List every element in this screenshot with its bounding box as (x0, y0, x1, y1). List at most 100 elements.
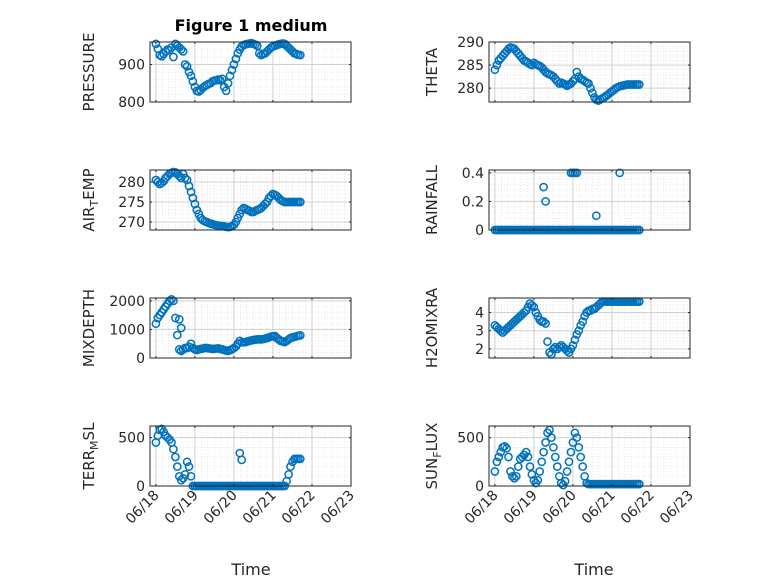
data-point (295, 331, 305, 340)
data-point (151, 39, 161, 49)
x-tick-label: 06/23 (318, 488, 358, 528)
y-tick-label: 500 (457, 431, 484, 447)
y-tick-label: 0.2 (462, 194, 484, 210)
y-axis-label: TERRMSL (80, 422, 101, 491)
y-tick-label: 0 (136, 479, 145, 495)
data-point (560, 476, 570, 486)
y-tick-label: 275 (118, 195, 145, 211)
data-point (572, 67, 582, 77)
data-point (221, 86, 231, 96)
tick-marks (150, 426, 352, 487)
data-point (165, 296, 174, 306)
y-axis-label: RAINFALL (423, 164, 441, 235)
y-axis-label: H2OMIXRA (423, 287, 441, 368)
data-point (543, 337, 552, 346)
data-point (284, 470, 293, 479)
data-point (225, 71, 235, 81)
data-point (184, 462, 194, 471)
data-point (562, 467, 572, 476)
data-point (182, 457, 192, 467)
data-point (169, 444, 178, 454)
data-point (541, 438, 550, 447)
y-tick-label: 3 (475, 324, 484, 340)
data-point (634, 80, 644, 89)
data-point (574, 442, 584, 452)
data-point (588, 88, 597, 98)
data-point (492, 457, 502, 467)
x-tick-label: 06/22 (618, 488, 658, 528)
data-series (490, 43, 644, 105)
y-tick-label: 800 (118, 95, 145, 111)
data-point (229, 60, 239, 69)
axes-box (149, 169, 352, 231)
data-point (547, 433, 556, 442)
data-point (167, 295, 176, 304)
data-series (151, 167, 305, 232)
data-point (554, 342, 564, 352)
y-axis-label: SUNFLUX (423, 423, 444, 490)
subplot-pressure: 800 900 PRESSURE (80, 33, 352, 112)
data-point (525, 462, 535, 471)
y-tick-label: 285 (457, 58, 484, 74)
data-point (541, 319, 550, 328)
data-point (178, 47, 188, 56)
y-axis-label: MIXDEPTH (80, 289, 98, 367)
axes-box (488, 425, 691, 487)
subplot-h2omixra: 2 3 4 H2OMIXRA (423, 287, 691, 368)
y-tick-label: 900 (118, 58, 145, 74)
data-point (615, 168, 625, 178)
tick-marks (489, 170, 691, 231)
data-point (564, 457, 574, 467)
y-tick-label: 0 (475, 479, 484, 495)
data-point (572, 168, 582, 178)
data-point (535, 467, 545, 476)
data-point (513, 462, 523, 471)
data-point (566, 447, 576, 457)
data-point (539, 182, 548, 192)
tick-marks (150, 170, 352, 230)
data-point (254, 48, 264, 58)
axes-box (488, 297, 691, 359)
data-point (172, 330, 182, 340)
subplot-mixdepth: 0 1000 2000 MIXDEPTH (80, 289, 352, 367)
data-point (504, 452, 513, 462)
data-point (527, 470, 537, 479)
y-axis-label: THETA (423, 47, 441, 97)
data-point (171, 313, 180, 323)
data-point (174, 345, 184, 354)
tick-marks (489, 41, 691, 102)
data-point (500, 441, 509, 451)
subplot-grid: 800 900 PRESSURE 280 285 290 THETA 270 275 280 AIR… (80, 33, 697, 528)
data-point (586, 83, 595, 93)
data-point (504, 44, 513, 54)
data-point (576, 452, 586, 462)
axes-box (149, 425, 352, 487)
axes-box (149, 297, 352, 359)
data-point (521, 447, 531, 457)
data-point (172, 462, 182, 471)
data-point (169, 52, 178, 62)
data-point (169, 296, 178, 306)
y-tick-label: 4 (475, 306, 484, 322)
x-tick-label: 06/19 (501, 488, 541, 528)
data-point (186, 71, 196, 81)
data-point (568, 340, 578, 350)
data-point (552, 462, 562, 471)
y-tick-label: 0 (475, 223, 484, 239)
subplot-theta: 280 285 290 THETA (423, 35, 691, 105)
data-point (180, 60, 190, 69)
x-tick-label: 06/21 (579, 488, 619, 528)
data-point (494, 452, 504, 462)
tick-marks (150, 42, 352, 103)
data-point (523, 452, 533, 462)
data-point (568, 76, 578, 86)
axes-box (488, 41, 691, 103)
data-point (227, 65, 237, 75)
y-axis-label: PRESSURE (80, 33, 98, 112)
data-point (591, 211, 601, 221)
x-tick-label: 06/22 (279, 488, 319, 528)
data-point (634, 479, 644, 489)
data-point (186, 471, 196, 481)
